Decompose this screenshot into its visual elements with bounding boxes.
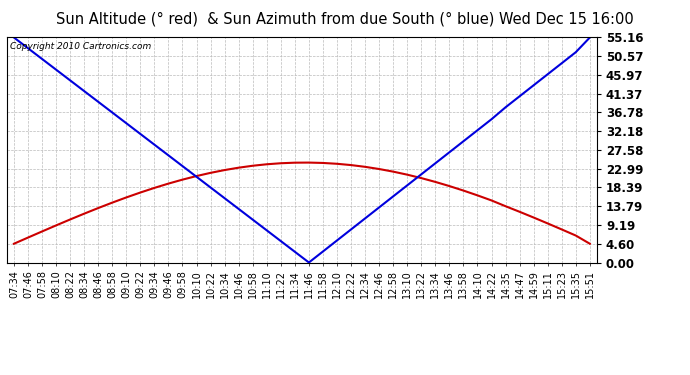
Text: Sun Altitude (° red)  & Sun Azimuth from due South (° blue) Wed Dec 15 16:00: Sun Altitude (° red) & Sun Azimuth from …	[56, 11, 634, 26]
Text: Copyright 2010 Cartronics.com: Copyright 2010 Cartronics.com	[10, 42, 151, 51]
